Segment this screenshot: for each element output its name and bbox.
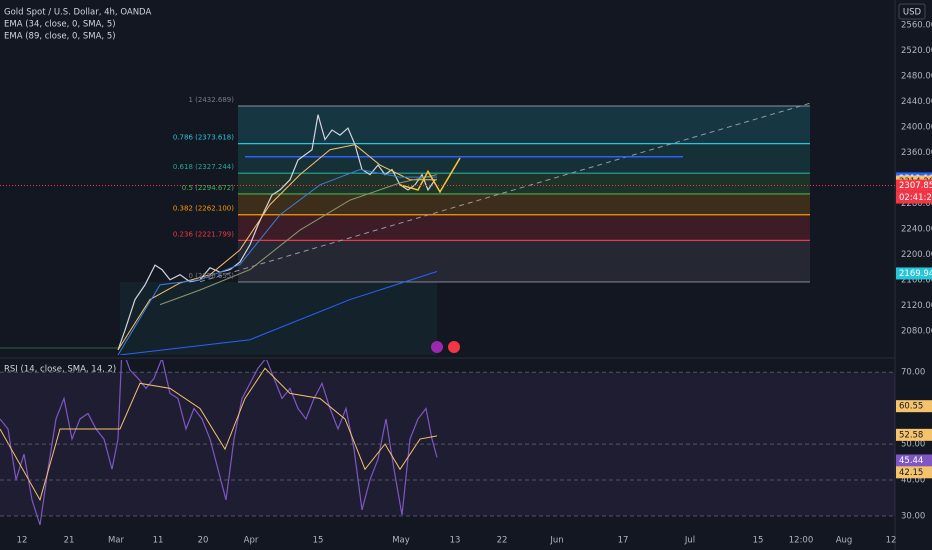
indicator-line <box>159 174 438 306</box>
x-tick-label: Apr <box>244 536 259 546</box>
trendline <box>199 102 811 283</box>
event-icon[interactable] <box>448 341 460 353</box>
fib-label: 0.382 (2262.100) <box>173 205 234 213</box>
y-tick-label: 2360.000 <box>901 148 932 158</box>
y-tick-label: 2160.000 <box>901 275 932 285</box>
axis-badge <box>896 454 932 467</box>
fib-zone <box>238 173 810 194</box>
x-tick-label: 15 <box>313 536 324 546</box>
countdown-badge <box>896 191 932 204</box>
currency-box[interactable] <box>898 3 926 20</box>
price-line <box>0 360 438 526</box>
axis-badge-label: 60.55 <box>899 402 923 412</box>
fib-label: 0 (2156.655) <box>188 272 234 280</box>
indicator-line <box>117 169 437 355</box>
y-tick-label: 2120.000 <box>901 301 932 311</box>
axis-badge <box>896 400 932 413</box>
y-tick-label: 2400.000 <box>901 122 932 132</box>
y-tick-label: 40.00 <box>901 476 925 486</box>
event-icon[interactable] <box>431 341 443 353</box>
axis-badge-label: 52.58 <box>899 430 923 440</box>
axis-badge-label: 45.44 <box>899 456 923 466</box>
indicator-line <box>117 144 437 351</box>
projection-path <box>399 157 461 194</box>
x-tick-label: 15 <box>753 536 764 546</box>
x-tick-label: May <box>392 536 410 546</box>
legend-entry: EMA (34, close, 0, SMA, 5) <box>4 20 116 30</box>
x-tick-label: Jul <box>684 536 695 546</box>
x-tick-label: 12 <box>886 536 897 546</box>
x-tick-label: 12:00 <box>789 536 814 546</box>
fib-label: 0.786 (2373.618) <box>173 134 234 142</box>
y-tick-label: 50.00 <box>901 440 925 450</box>
x-tick-label: 21 <box>64 536 75 546</box>
axis-badge <box>896 428 932 441</box>
fib-zone <box>238 193 810 215</box>
axis-badge <box>896 466 932 479</box>
x-tick-label: 22 <box>497 536 508 546</box>
fib-zone <box>238 105 810 144</box>
y-tick-label: 2200.000 <box>901 250 932 260</box>
axis-badge-label: 2169.941 <box>899 269 932 279</box>
y-tick-label: 30.00 <box>901 511 925 521</box>
x-tick-label: 12 <box>17 536 28 546</box>
x-tick-label: Aug <box>836 536 853 546</box>
axis-badge-label: 2307.85 <box>899 181 932 191</box>
y-tick-label: 70.00 <box>901 368 925 378</box>
axis-badge-label: 42.15 <box>899 468 923 478</box>
y-tick-label: 2280.000 <box>901 199 932 209</box>
fib-label: 1 (2432.689) <box>188 96 234 104</box>
x-tick-label: Mar <box>108 536 125 546</box>
y-tick-label: 2480.000 <box>901 71 932 81</box>
fib-label: 0.618 (2327.244) <box>173 163 234 171</box>
axis-badge <box>896 267 932 280</box>
legend-title: Gold Spot / U.S. Dollar, 4h, OANDA <box>4 8 151 18</box>
x-tick-label: 17 <box>618 536 629 546</box>
x-tick-label: 20 <box>198 536 209 546</box>
fib-label: 0.5 (2294.672) <box>182 184 234 192</box>
y-tick-label: 2520.000 <box>901 46 932 56</box>
price-line <box>117 114 436 351</box>
y-tick-label: 2560.000 <box>901 20 932 30</box>
countdown: 02:41:26 <box>899 193 932 203</box>
x-tick-label: 13 <box>450 536 461 546</box>
fib-label: 0.236 (2221.799) <box>173 230 234 238</box>
y-tick-label: 2440.000 <box>901 97 932 107</box>
fib-zone <box>238 143 810 174</box>
range-box <box>120 282 437 355</box>
fib-zone <box>238 214 810 241</box>
pane <box>0 102 895 355</box>
fib-zone <box>238 240 810 282</box>
legend-entry: EMA (89, close, 0, SMA, 5) <box>4 32 116 42</box>
pane <box>0 360 895 526</box>
x-tick-label: 11 <box>153 536 164 546</box>
indicator-line <box>119 271 438 355</box>
y-tick-label: 2080.000 <box>901 326 932 336</box>
axis-badge <box>896 179 932 192</box>
rsi-title: RSI (14, close, SMA, 14, 2) <box>4 365 116 375</box>
x-tick-label: Jun <box>549 536 563 546</box>
y-tick-label: 2240.000 <box>901 224 932 234</box>
currency: USD <box>903 8 922 18</box>
